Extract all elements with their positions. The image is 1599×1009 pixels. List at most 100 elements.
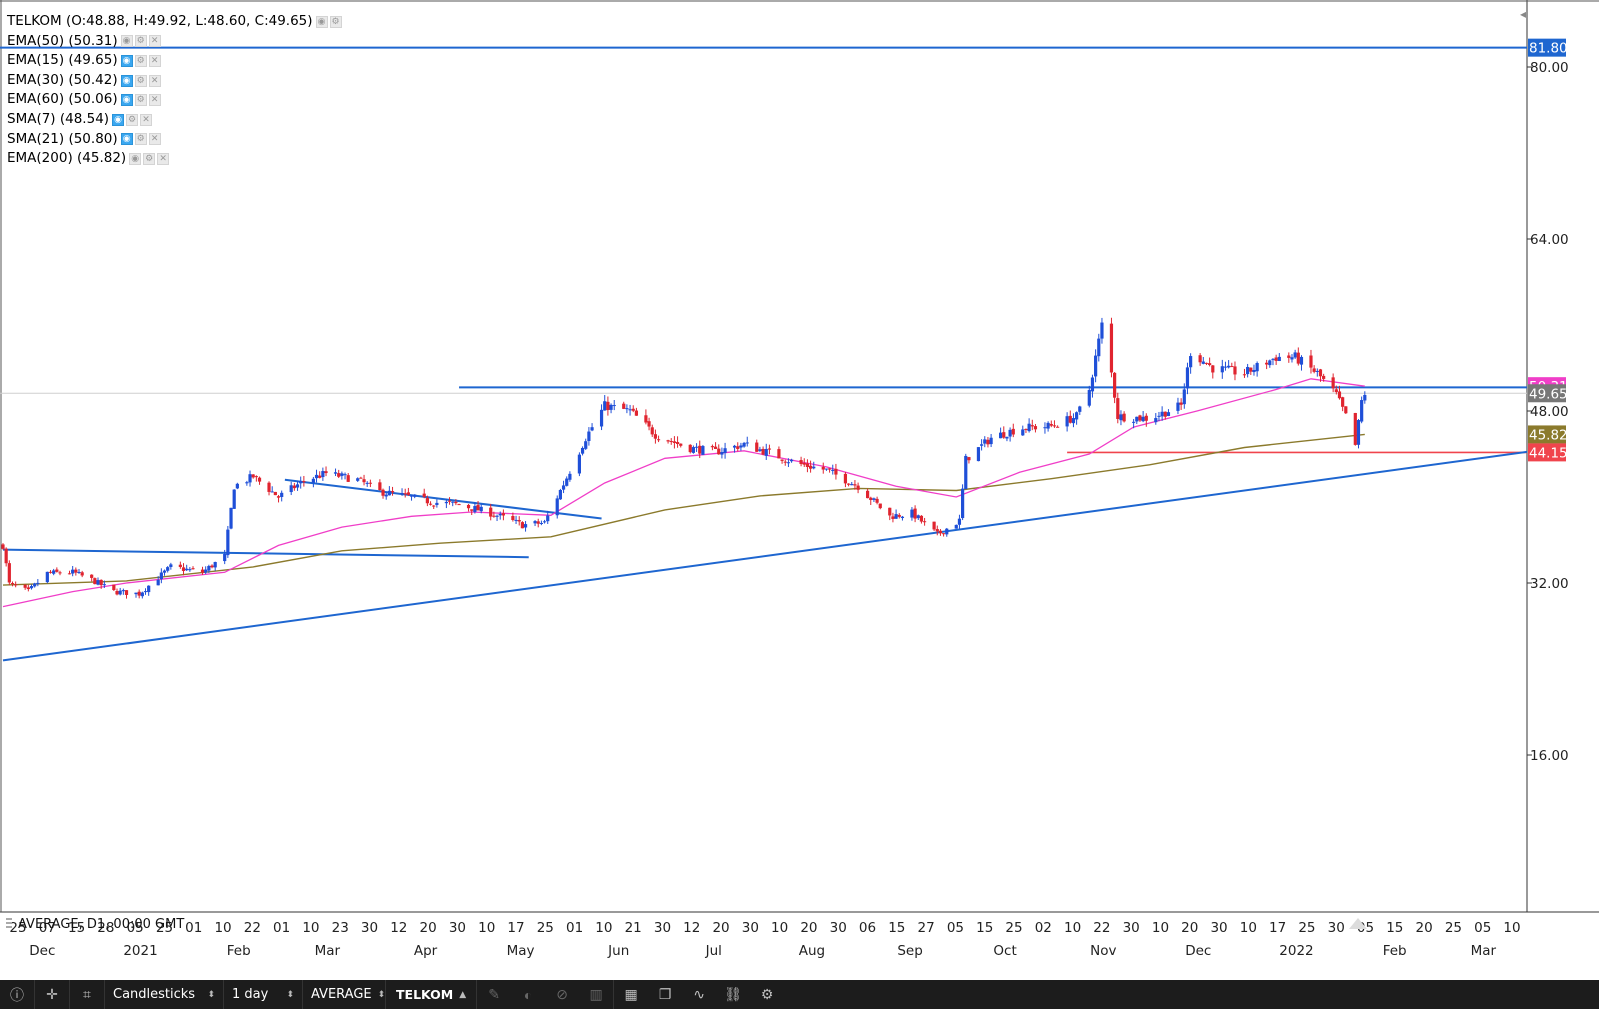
- candle-body[interactable]: [900, 516, 905, 519]
- candle-body[interactable]: [1141, 416, 1145, 422]
- candle-body[interactable]: [147, 585, 151, 593]
- candle-body[interactable]: [1287, 355, 1291, 358]
- candle-body[interactable]: [989, 437, 993, 445]
- candle-body[interactable]: [337, 473, 341, 477]
- settings-gear-icon[interactable]: ⚙: [760, 986, 774, 1002]
- candle-body[interactable]: [865, 490, 870, 499]
- candle-body[interactable]: [428, 503, 433, 505]
- candle-body[interactable]: [1299, 356, 1304, 365]
- candle-body[interactable]: [612, 405, 616, 407]
- candle-body[interactable]: [1296, 352, 1300, 364]
- candle-body[interactable]: [425, 498, 429, 504]
- candle-body[interactable]: [365, 482, 369, 484]
- candle-body[interactable]: [1157, 415, 1161, 417]
- close-icon[interactable]: ✕: [148, 74, 161, 87]
- close-icon[interactable]: ✕: [148, 54, 161, 67]
- candle-body[interactable]: [112, 584, 116, 591]
- candle-body[interactable]: [181, 567, 186, 571]
- candle-body[interactable]: [1052, 425, 1057, 427]
- candle-body[interactable]: [789, 459, 794, 462]
- trendline[interactable]: [2, 450, 1528, 662]
- candle-body[interactable]: [609, 404, 613, 410]
- candle-body[interactable]: [1011, 428, 1015, 435]
- candle-body[interactable]: [276, 496, 281, 498]
- candle-body[interactable]: [1002, 432, 1006, 438]
- candle-body[interactable]: [710, 446, 715, 448]
- candle-body[interactable]: [435, 502, 439, 505]
- candle-body[interactable]: [888, 507, 892, 516]
- candle-body[interactable]: [1312, 368, 1316, 372]
- candle-body[interactable]: [137, 591, 141, 596]
- candle-body[interactable]: [1160, 411, 1164, 417]
- candle-body[interactable]: [520, 522, 524, 529]
- candle-body[interactable]: [1122, 413, 1126, 422]
- candle-body[interactable]: [720, 452, 724, 455]
- candle-body[interactable]: [913, 508, 917, 519]
- candle-body[interactable]: [321, 471, 325, 478]
- candle-body[interactable]: [628, 409, 632, 411]
- gear-icon[interactable]: ⚙: [329, 15, 342, 28]
- gear-icon[interactable]: ⚙: [134, 54, 147, 67]
- candle-body[interactable]: [1331, 377, 1335, 389]
- candle-body[interactable]: [786, 462, 791, 464]
- candle-body[interactable]: [302, 481, 306, 483]
- trendline[interactable]: [284, 478, 602, 520]
- candle-body[interactable]: [1189, 356, 1193, 368]
- candle-body[interactable]: [739, 445, 743, 448]
- candle-body[interactable]: [1309, 355, 1313, 368]
- candle-body[interactable]: [162, 570, 167, 573]
- candle-body[interactable]: [761, 448, 765, 455]
- indicator-icon[interactable]: ∿: [693, 986, 706, 1002]
- candle-body[interactable]: [517, 520, 521, 522]
- candle-body[interactable]: [93, 578, 97, 585]
- candle-body[interactable]: [910, 509, 914, 518]
- candle-body[interactable]: [1071, 418, 1076, 424]
- candle-body[interactable]: [625, 408, 629, 410]
- candle-body[interactable]: [48, 571, 53, 573]
- crop-icon[interactable]: ⌗: [83, 986, 91, 1002]
- close-icon[interactable]: ✕: [157, 152, 170, 165]
- candle-body[interactable]: [384, 494, 388, 497]
- eye-icon[interactable]: ◉: [120, 54, 133, 67]
- magnet-icon[interactable]: ◐: [523, 986, 533, 1003]
- candle-body[interactable]: [318, 475, 322, 478]
- candle-body[interactable]: [514, 519, 518, 521]
- candle-body[interactable]: [118, 590, 122, 595]
- gear-icon[interactable]: ⚙: [134, 35, 147, 48]
- candle-body[interactable]: [561, 485, 566, 490]
- candle-body[interactable]: [1030, 425, 1034, 427]
- candle-body[interactable]: [986, 439, 990, 445]
- candle-body[interactable]: [67, 573, 72, 575]
- candle-body[interactable]: [694, 446, 699, 448]
- candle-body[interactable]: [732, 445, 737, 448]
- candle-body[interactable]: [1268, 360, 1272, 366]
- candle-body[interactable]: [400, 493, 404, 495]
- symbol-select[interactable]: TELKOM ▲: [386, 980, 476, 1009]
- candle-body[interactable]: [295, 484, 300, 488]
- candle-body[interactable]: [169, 564, 173, 567]
- candle-body[interactable]: [143, 591, 148, 593]
- candle-body[interactable]: [1334, 389, 1338, 393]
- templates-icon[interactable]: ❐: [658, 986, 672, 1002]
- candle-body[interactable]: [1056, 426, 1060, 428]
- gear-icon[interactable]: ⚙: [134, 133, 147, 146]
- candle-body[interactable]: [1166, 412, 1171, 417]
- candle-body[interactable]: [777, 449, 781, 459]
- candle-body[interactable]: [292, 485, 296, 489]
- candle-body[interactable]: [36, 582, 40, 584]
- candle-body[interactable]: [764, 449, 768, 456]
- candle-body[interactable]: [492, 515, 496, 517]
- layout-grid-icon[interactable]: ▦: [624, 986, 638, 1002]
- candle-body[interactable]: [938, 530, 943, 534]
- candle-body[interactable]: [983, 439, 987, 444]
- candle-body[interactable]: [834, 468, 838, 475]
- candle-body[interactable]: [999, 432, 1003, 439]
- candle-body[interactable]: [451, 501, 455, 503]
- candle-body[interactable]: [1132, 421, 1136, 423]
- candle-body[interactable]: [599, 409, 604, 427]
- candle-body[interactable]: [688, 444, 692, 453]
- candle-body[interactable]: [1075, 412, 1079, 420]
- candle-body[interactable]: [77, 571, 81, 573]
- candle-body[interactable]: [622, 403, 626, 409]
- candle-body[interactable]: [606, 401, 610, 411]
